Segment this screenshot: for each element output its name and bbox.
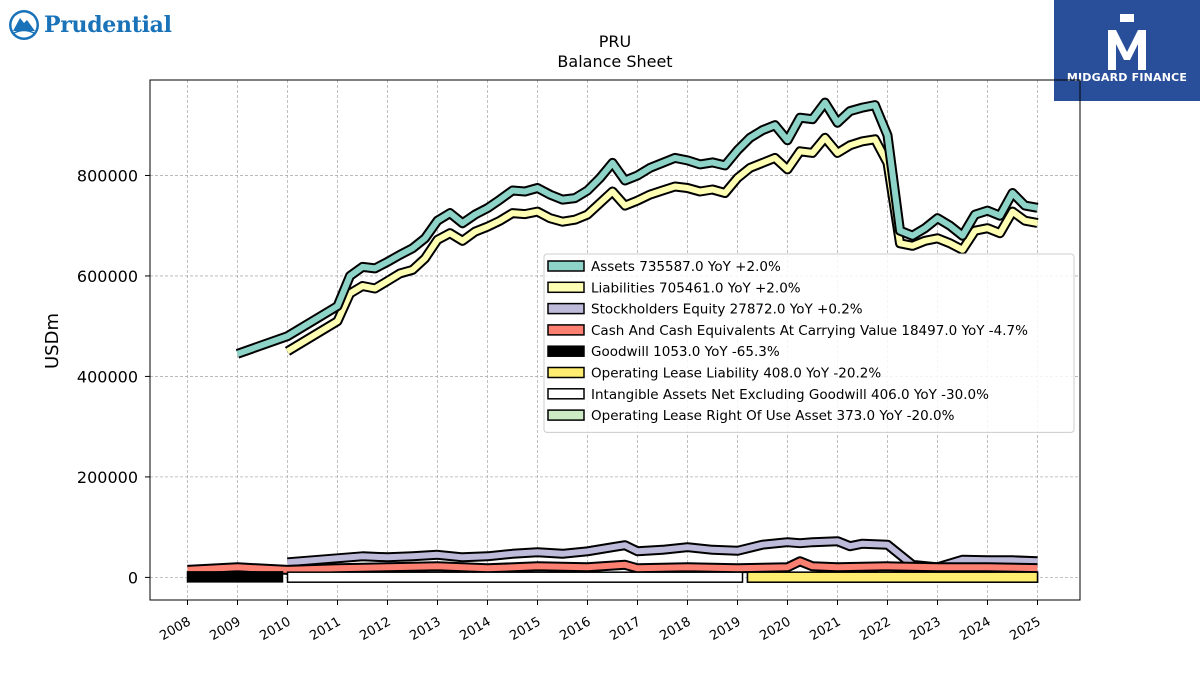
x-tick-label: 2008 (157, 614, 193, 644)
y-tick-label: 200000 (77, 468, 138, 487)
series-stockholders-equity (287, 536, 1038, 573)
series-layer (186, 97, 1039, 583)
x-tick-label: 2013 (407, 614, 443, 644)
legend-swatch (547, 260, 585, 272)
x-tick-label: 2014 (457, 614, 493, 644)
series-line (287, 538, 1038, 571)
legend-entry: Cash And Cash Equivalents At Carrying Va… (591, 323, 1028, 339)
prudential-wordmark: Prudential (44, 12, 172, 38)
series-assets (235, 97, 1039, 359)
x-tick-label: 2020 (757, 614, 793, 644)
chart-title: PRU (598, 32, 632, 51)
x-tick-label: 2025 (1007, 614, 1043, 644)
prudential-logo: Prudential (8, 8, 172, 42)
x-tick-label: 2017 (607, 614, 643, 644)
legend-swatch (547, 281, 585, 294)
legend-swatch (547, 324, 585, 336)
x-tick-label: 2024 (957, 614, 993, 644)
legend-box (543, 253, 1075, 433)
series-line (236, 99, 1039, 357)
x-tick-label: 2015 (507, 614, 543, 644)
legend-entry: Stockholders Equity 27872.0 YoY +0.2% (591, 302, 863, 318)
series-operating-lease-liability (746, 571, 1039, 583)
prudential-rock-icon (9, 10, 39, 40)
y-tick-label: 800000 (77, 166, 138, 185)
legend-entry: Goodwill 1053.0 YoY -65.3% (591, 344, 780, 360)
y-tick-label: 600000 (77, 267, 138, 286)
x-tick-label: 2010 (257, 614, 293, 644)
x-tick-label: 2023 (907, 614, 943, 644)
y-tick-label: 0 (128, 568, 138, 587)
series-cash-and-cash-equivalents-at-carrying-value (187, 556, 1038, 575)
midgard-finance-logo: MIDGARD FINANCE (1054, 0, 1200, 101)
legend-entry: Operating Lease Liability 408.0 YoY -20.… (591, 366, 881, 382)
y-axis-label: USDm (42, 313, 63, 369)
x-tick-label: 2021 (807, 614, 843, 644)
series-line (187, 558, 1038, 573)
midgard-emblem-icon (1108, 14, 1146, 70)
legend-swatch (547, 366, 585, 379)
legend-swatch (547, 302, 585, 315)
legend-entry: Liabilities 705461.0 YoY +2.0% (591, 280, 801, 296)
x-tick-label: 2022 (857, 614, 893, 644)
plot-frame (149, 79, 1081, 601)
series-band (286, 571, 744, 583)
x-tick-label: 2011 (307, 614, 343, 644)
legend-entry: Operating Lease Right Of Use Asset 373.0… (591, 408, 955, 424)
x-tick-label: 2012 (357, 614, 393, 644)
midgard-finance-wordmark: MIDGARD FINANCE (1066, 71, 1188, 84)
chart-subtitle: Balance Sheet (557, 52, 673, 71)
series-line (285, 134, 1039, 354)
series-band (746, 571, 1039, 583)
series-goodwill (186, 571, 284, 583)
legend-swatch (547, 345, 585, 357)
x-tick-label: 2009 (207, 614, 243, 644)
legend-entry: Assets 735587.0 YoY +2.0% (591, 259, 781, 275)
legend-swatch (547, 388, 585, 400)
y-tick-label: 400000 (77, 367, 138, 386)
series-intangible-assets-net-excluding-goodwill (286, 571, 744, 583)
series-band (186, 571, 284, 583)
x-tick-label: 2016 (557, 614, 593, 644)
x-tick-label: 2018 (657, 614, 693, 644)
series-liabilities (284, 132, 1039, 356)
legend-entry: Intangible Assets Net Excluding Goodwill… (591, 387, 989, 403)
legend-swatch (547, 409, 585, 421)
x-tick-label: 2019 (707, 614, 743, 644)
legend: Assets 735587.0 YoY +2.0% Liabilities 705… (543, 253, 1075, 433)
